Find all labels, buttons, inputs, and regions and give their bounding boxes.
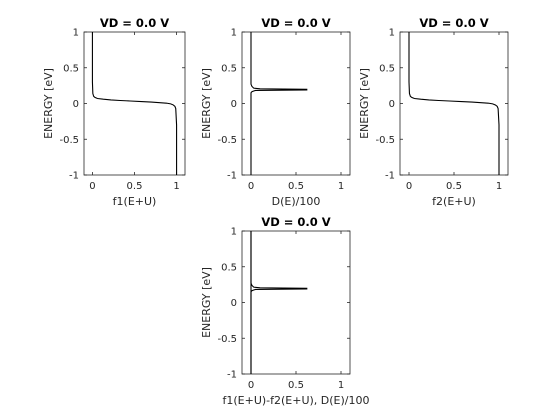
y-tick-label: -0.5 (217, 135, 237, 146)
x-tick-label: 0.5 (288, 181, 304, 192)
y-tick-label: -1 (69, 171, 79, 182)
y-tick-label: 0.5 (63, 63, 79, 74)
chart-title: VD = 0.0 V (261, 215, 330, 229)
x-axis-label: f1(E+U) (113, 195, 157, 208)
y-tick-label: -1 (227, 171, 237, 182)
x-tick-label: 0 (406, 181, 412, 192)
y-axis-label: ENERGY [eV] (42, 68, 55, 139)
y-tick-label: -1 (227, 370, 237, 381)
y-axis-label: ENERGY [eV] (358, 68, 371, 139)
y-axis-label: ENERGY [eV] (200, 68, 213, 139)
subplot-2: VD = 0.0 V 0 0.5 1 -1 -0.5 0 0.5 1 D(E)/100 ENERGY… (200, 16, 351, 208)
y-tick-label: -0.5 (59, 135, 79, 146)
series-line-1 (408, 32, 500, 175)
x-tick-label: 0 (89, 181, 95, 192)
series-line-1 (250, 231, 308, 374)
chart-title: VD = 0.0 V (261, 16, 330, 30)
x-tick-label: 0.5 (127, 181, 143, 192)
subplot-3: VD = 0.0 V 0 0.5 1 -1 -0.5 0 0.5 1 f2(E+U) ENERGY … (358, 16, 509, 208)
series-line-1 (250, 32, 308, 175)
y-tick-label: 0.5 (221, 262, 237, 273)
x-tick-label: 1 (338, 380, 344, 391)
x-tick-label: 0.5 (288, 380, 304, 391)
y-tick-label: 0 (73, 99, 79, 110)
y-tick-label: -0.5 (217, 334, 237, 345)
subplot-1: VD = 0.0 V 0 0.5 1 -1 -0.5 0 0.5 1 f1(E+U) ENERGY … (42, 16, 186, 208)
x-tick-label: 1 (338, 181, 344, 192)
x-tick-label: 0.5 (446, 181, 462, 192)
y-tick-label: 1 (73, 28, 79, 39)
series-line-1 (91, 32, 178, 175)
y-tick-label: 0 (231, 99, 237, 110)
x-axis-label: f2(E+U) (432, 195, 476, 208)
y-tick-label: 1 (231, 28, 237, 39)
x-tick-label: 1 (496, 181, 502, 192)
y-tick-label: 1 (231, 227, 237, 238)
x-tick-label: 0 (248, 181, 254, 192)
x-axis-label: D(E)/100 (272, 195, 321, 208)
y-tick-label: 0 (389, 99, 395, 110)
x-tick-label: 0 (248, 380, 254, 391)
y-axis-label: ENERGY [eV] (200, 267, 213, 338)
y-tick-label: 0 (231, 298, 237, 309)
x-axis-label: f1(E+U)-f2(E+U), D(E)/100 (222, 394, 369, 407)
y-tick-label: 0.5 (221, 63, 237, 74)
y-tick-label: 1 (389, 28, 395, 39)
y-tick-label: -1 (385, 171, 395, 182)
chart-title: VD = 0.0 V (419, 16, 488, 30)
subplot-4: VD = 0.0 V 0 0.5 1 -1 -0.5 0 0.5 1 f1(E+U)-f2(E+U… (200, 215, 370, 407)
axes-frame (241, 230, 351, 375)
y-tick-label: 0.5 (379, 63, 395, 74)
chart-title: VD = 0.0 V (100, 16, 169, 30)
x-tick-label: 1 (173, 181, 179, 192)
axes-frame (241, 31, 351, 176)
y-tick-label: -0.5 (375, 135, 395, 146)
